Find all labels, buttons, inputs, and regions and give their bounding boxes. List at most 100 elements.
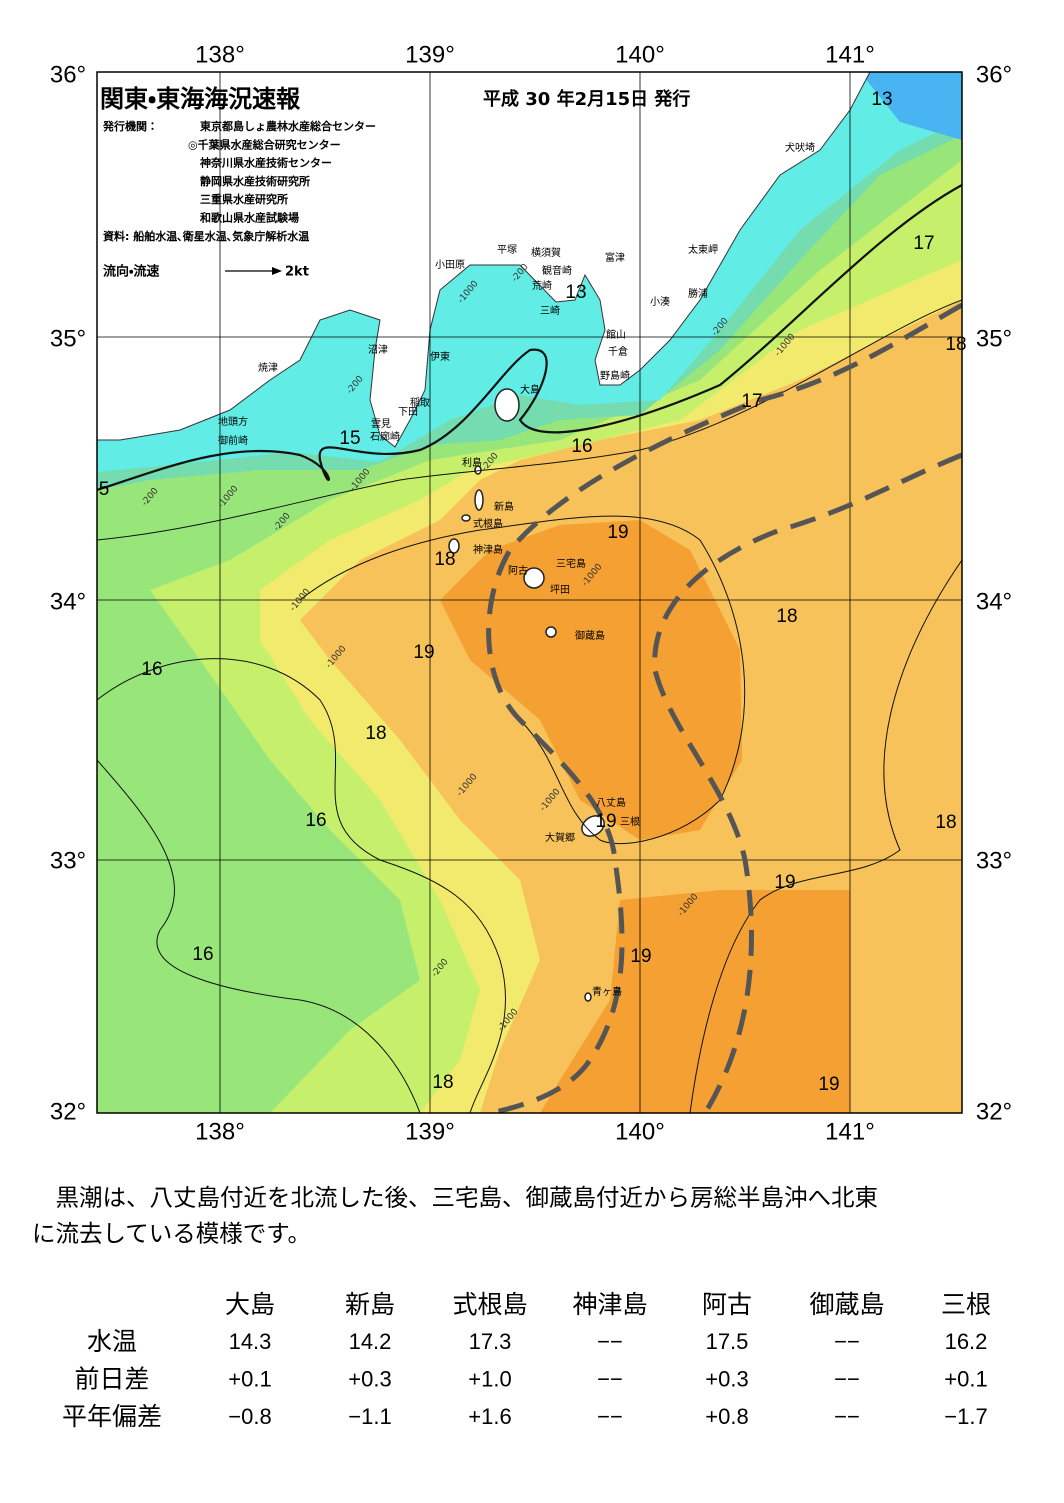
- place-name: 沼津: [368, 343, 388, 356]
- table-cell: +0.1: [228, 1366, 271, 1391]
- summary-line: に流去している模様です。: [32, 1220, 311, 1248]
- place-name: 大賀郷: [545, 831, 575, 844]
- island: [494, 388, 520, 422]
- lon-label: 139°: [405, 41, 455, 68]
- issuer: 神奈川県水産技術センター: [199, 156, 332, 170]
- table-cell: −−: [597, 1329, 623, 1354]
- lat-label: 35°: [50, 325, 86, 352]
- lat-label: 33°: [50, 847, 86, 874]
- place-name: 大島: [520, 383, 540, 396]
- graticule: [97, 72, 962, 1113]
- table-header: 阿古: [702, 1290, 752, 1319]
- lat-label: 36°: [976, 61, 1012, 88]
- isotherm-label: 17: [741, 391, 762, 412]
- place-name: 新島: [494, 500, 514, 513]
- isotherm-label: 18: [935, 812, 956, 833]
- isotherm-label: 16: [141, 659, 162, 680]
- table-cell: +0.3: [348, 1366, 391, 1391]
- lon-label: 141°: [825, 1118, 875, 1145]
- legend-label: 流向・流速: [103, 264, 159, 280]
- issuer: 三重県水産研究所: [200, 192, 288, 206]
- isotherm-label: 13: [871, 89, 892, 110]
- isotherm-label: 18: [432, 1072, 453, 1093]
- legend-arrowhead: [272, 267, 282, 275]
- place-name: 利島: [462, 456, 482, 469]
- isotherm: [299, 515, 746, 845]
- island: [584, 992, 592, 1002]
- lon-label: 138°: [195, 41, 245, 68]
- place-name: 青ヶ島: [592, 985, 622, 998]
- isotherm-label: 16: [571, 436, 592, 457]
- isotherm-label: 19: [595, 811, 616, 832]
- lat-label: 33°: [976, 847, 1012, 874]
- table-cell: −−: [834, 1366, 860, 1391]
- kuroshio-edge: [652, 452, 962, 1113]
- place-name: 富津: [605, 251, 625, 264]
- table-cell: −0.8: [228, 1404, 271, 1429]
- isotherms: [97, 184, 962, 1113]
- table-header: 三根: [941, 1290, 991, 1319]
- place-name: 御前崎: [218, 434, 248, 447]
- place-name: 雲見: [371, 418, 391, 430]
- place-name: 下田: [398, 407, 418, 418]
- table-cell: 16.2: [945, 1329, 988, 1354]
- place-name: 稲取: [410, 397, 430, 409]
- place-name: 千倉: [608, 346, 628, 358]
- place-name: 焼津: [258, 362, 278, 374]
- place-name: 小湊: [650, 295, 670, 308]
- isotherm-label: 18: [945, 334, 966, 355]
- place-name: 伊東: [430, 350, 450, 363]
- lat-label: 36°: [50, 61, 86, 88]
- place-name: 地頭方: [218, 415, 248, 428]
- place-name: 小田原: [435, 259, 465, 271]
- place-name: 荒崎: [532, 279, 552, 292]
- lon-label: 140°: [615, 41, 665, 68]
- islands: [448, 388, 605, 1002]
- row-label: 前日差: [74, 1365, 149, 1394]
- kuroshio-edge: [486, 302, 962, 1113]
- isotherm: [689, 559, 962, 1113]
- table-cell: +1.6: [468, 1404, 511, 1429]
- table-cell: −−: [834, 1404, 860, 1429]
- place-name: 館山: [606, 328, 626, 341]
- isotherm-label: 19: [818, 1074, 839, 1095]
- issuer: 東京都島しょ農林水産総合センター: [200, 119, 376, 133]
- isotherm-label: 17: [913, 233, 934, 254]
- place-name: 野島崎: [600, 369, 630, 382]
- island: [581, 815, 605, 837]
- issuer-label: 発行機関：: [102, 119, 158, 133]
- map-frame: [96, 71, 963, 1114]
- place-name: 八丈島: [596, 796, 626, 809]
- issuer: 静岡県水産技術研究所: [200, 174, 310, 188]
- place-name: 平塚: [497, 244, 517, 256]
- source: 資料: 船舶水温､衛星水温､気象庁解析水温: [103, 229, 309, 243]
- place-name: 太東岬: [688, 243, 718, 256]
- table-cell: −−: [597, 1404, 623, 1429]
- lat-label: 32°: [976, 1098, 1012, 1125]
- summary-line: 黒潮は、八丈島付近を北流した後、三宅島、御蔵島付近から房総半島沖へ北東: [32, 1184, 878, 1212]
- table-cell: +0.8: [705, 1404, 748, 1429]
- place-name: 犬吠埼: [785, 141, 815, 154]
- lon-label: 138°: [195, 1118, 245, 1145]
- isotherm: [97, 759, 421, 1113]
- isotherm-label: 13: [565, 282, 586, 303]
- title: 関東・東海海況速報: [100, 85, 301, 113]
- table-cell: +1.0: [468, 1366, 511, 1391]
- isotherm-label: 16: [305, 810, 326, 831]
- lon-label: 140°: [615, 1118, 665, 1145]
- island: [461, 514, 471, 522]
- isotherm-label: 19: [630, 946, 651, 967]
- place-name: 勝浦: [688, 287, 708, 300]
- table-cell: 17.5: [706, 1329, 749, 1354]
- kuroshio-core: [440, 520, 850, 1113]
- place-name: 阿古: [508, 564, 528, 577]
- kuroshio-axis: [486, 302, 962, 1113]
- place-name: 式根島: [473, 517, 503, 530]
- island: [448, 538, 460, 554]
- place-name: 三根: [620, 815, 640, 828]
- place-name: 石廊崎: [370, 430, 400, 443]
- lat-label: 34°: [50, 588, 86, 615]
- lat-label: 34°: [976, 588, 1012, 615]
- island: [523, 567, 545, 589]
